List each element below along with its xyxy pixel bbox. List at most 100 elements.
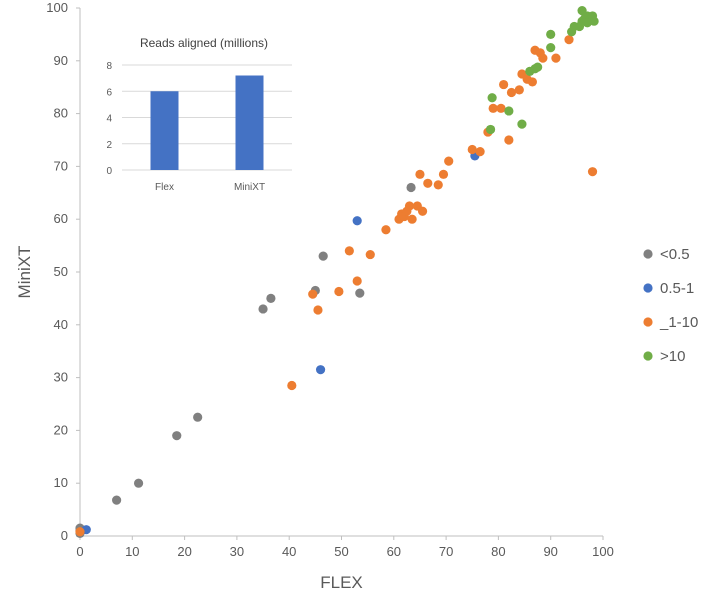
x-tick-label: 0 bbox=[76, 544, 83, 559]
y-tick-label: 100 bbox=[46, 0, 68, 15]
data-point bbox=[334, 286, 344, 297]
y-tick-label: 0 bbox=[61, 528, 68, 543]
legend-marker bbox=[643, 249, 653, 259]
data-point bbox=[587, 167, 598, 177]
data-point bbox=[313, 305, 323, 315]
x-tick-label: 70 bbox=[439, 544, 453, 559]
legend-label: >10 bbox=[660, 348, 685, 365]
inset-title: Reads aligned (millions) bbox=[140, 36, 268, 50]
data-point bbox=[538, 53, 548, 63]
data-point bbox=[344, 246, 354, 256]
data-point bbox=[112, 495, 122, 505]
y-tick-label: 50 bbox=[54, 264, 68, 279]
inset-y-tick-label: 2 bbox=[106, 140, 112, 151]
inset-bar-chart: Reads aligned (millions) 0 2 4 6 8 Flex MiniXT bbox=[90, 25, 300, 200]
legend-label: _1-10 bbox=[659, 314, 698, 331]
legend: <0.5 0.5-1 _1-10 >10 bbox=[643, 246, 698, 365]
data-point bbox=[506, 87, 517, 98]
data-point bbox=[404, 201, 415, 211]
data-point bbox=[496, 103, 506, 113]
y-tick-label: 10 bbox=[54, 475, 68, 490]
inset-y-tick-label: 0 bbox=[106, 166, 112, 177]
data-point bbox=[475, 147, 485, 157]
y-tick-label: 60 bbox=[54, 211, 68, 226]
data-point bbox=[318, 251, 328, 261]
data-point bbox=[467, 144, 477, 155]
data-point bbox=[407, 214, 417, 224]
x-tick-label: 30 bbox=[230, 544, 244, 559]
legend-label: 0.5-1 bbox=[660, 280, 694, 297]
data-point bbox=[527, 77, 537, 87]
inset-category-label: Flex bbox=[155, 182, 174, 193]
inset-bar bbox=[150, 91, 179, 170]
inset-y-tick-label: 4 bbox=[106, 114, 112, 125]
inset-bar bbox=[235, 75, 264, 170]
y-tick-label: 70 bbox=[54, 158, 68, 173]
legend-marker bbox=[643, 283, 653, 293]
data-point bbox=[365, 249, 375, 260]
data-point bbox=[438, 169, 449, 179]
data-point bbox=[172, 431, 182, 441]
x-tick-label: 10 bbox=[125, 544, 139, 559]
data-point bbox=[287, 380, 297, 391]
data-point bbox=[133, 478, 144, 488]
data-point bbox=[514, 85, 524, 95]
inset-background bbox=[90, 25, 300, 200]
main-axes bbox=[76, 7, 604, 540]
data-point bbox=[381, 225, 391, 235]
data-point bbox=[433, 180, 443, 190]
data-point bbox=[488, 103, 498, 113]
inset-tick-labels: 0 2 4 6 8 Flex MiniXT bbox=[106, 61, 265, 193]
legend-marker bbox=[643, 351, 653, 361]
y-tick-label: 40 bbox=[54, 317, 68, 332]
x-tick-label: 100 bbox=[592, 544, 614, 559]
data-point bbox=[485, 124, 496, 135]
data-point bbox=[352, 276, 362, 286]
data-point bbox=[546, 29, 556, 39]
y-tick-label: 20 bbox=[54, 422, 68, 437]
data-point bbox=[355, 288, 365, 298]
data-point bbox=[504, 106, 514, 116]
data-point bbox=[444, 156, 454, 166]
data-point bbox=[423, 178, 433, 188]
data-point bbox=[266, 293, 276, 303]
data-point bbox=[406, 182, 416, 193]
x-tick-label: 90 bbox=[543, 544, 557, 559]
data-point bbox=[564, 35, 574, 45]
inset-gridlines bbox=[122, 64, 292, 171]
data-point bbox=[517, 119, 527, 129]
data-point bbox=[308, 289, 318, 299]
x-axis-title: FLEX bbox=[320, 573, 363, 592]
scatter-points bbox=[75, 6, 599, 538]
data-point bbox=[415, 169, 425, 179]
main-tick-labels: 0 10 20 30 40 50 60 70 80 90 100010203040506070809… bbox=[46, 0, 614, 559]
data-point bbox=[315, 365, 326, 375]
legend-marker bbox=[643, 317, 653, 327]
x-tick-label: 50 bbox=[334, 544, 348, 559]
y-axis-title: MiniXT bbox=[15, 246, 34, 299]
inset-y-tick-label: 6 bbox=[106, 87, 112, 98]
data-point bbox=[487, 93, 497, 103]
inset-category-label: MiniXT bbox=[234, 182, 265, 193]
x-tick-label: 60 bbox=[387, 544, 401, 559]
data-point bbox=[504, 135, 514, 145]
data-point bbox=[258, 304, 268, 314]
data-point bbox=[417, 206, 428, 216]
data-point bbox=[499, 79, 509, 90]
legend-label: <0.5 bbox=[660, 246, 690, 263]
data-point bbox=[193, 412, 203, 422]
x-tick-label: 20 bbox=[177, 544, 191, 559]
y-tick-label: 90 bbox=[54, 53, 68, 68]
data-point bbox=[551, 53, 561, 63]
y-tick-label: 30 bbox=[54, 370, 68, 385]
data-point bbox=[533, 62, 543, 72]
x-tick-label: 40 bbox=[282, 544, 296, 559]
data-point bbox=[352, 216, 362, 226]
y-tick-label: 80 bbox=[54, 106, 68, 121]
data-point bbox=[75, 527, 85, 537]
inset-y-tick-label: 8 bbox=[106, 61, 112, 72]
data-point bbox=[582, 18, 592, 28]
x-tick-label: 80 bbox=[491, 544, 505, 559]
inset-bars bbox=[150, 75, 264, 170]
